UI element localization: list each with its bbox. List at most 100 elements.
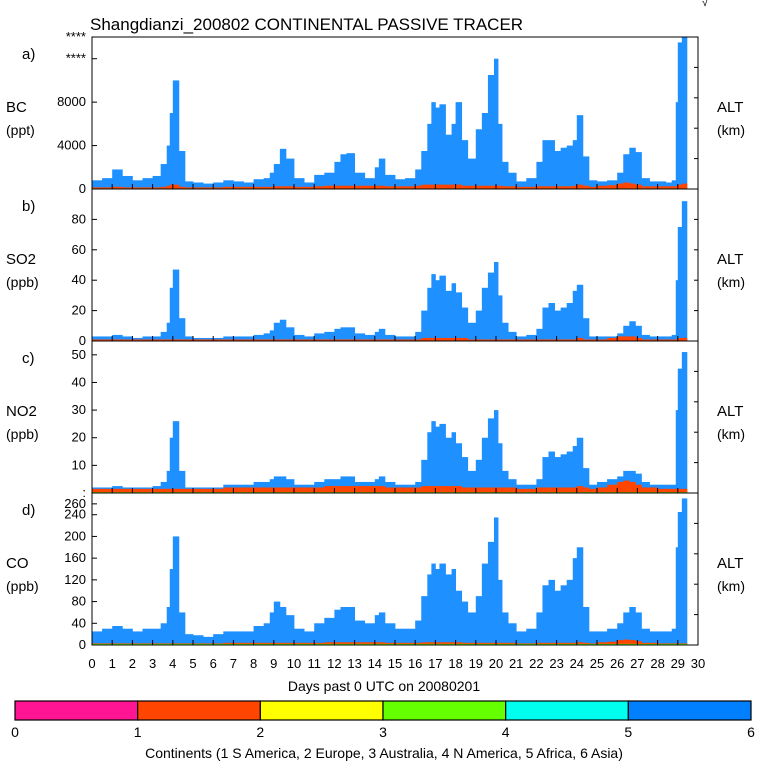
bar-co-0-25 — [294, 629, 305, 645]
bar-bc-0-31 — [347, 153, 355, 189]
bar-so2-0-47 — [456, 292, 462, 341]
bar-co-0-37 — [395, 629, 406, 645]
bar-bc-0-51 — [482, 113, 488, 189]
bar-co-0-11 — [179, 612, 185, 645]
bar-bc-0-44 — [439, 104, 445, 189]
colorbar-tick-label: 4 — [502, 724, 510, 740]
x-tick-label: 9 — [270, 656, 277, 671]
bar-so2-0-54 — [498, 295, 502, 341]
bar-bc-1-81 — [678, 185, 682, 189]
x-tick-label: 5 — [189, 656, 196, 671]
bar-co-0-7 — [161, 623, 167, 645]
bar-co-0-47 — [456, 591, 462, 645]
bar-no2-0-54 — [498, 443, 502, 493]
colorbar-tick-label: 5 — [624, 724, 632, 740]
bar-so2-0-81 — [678, 227, 682, 341]
bar-co-0-27 — [314, 623, 325, 645]
bar-so2-0-44 — [439, 276, 445, 341]
bar-co-0-20 — [264, 623, 270, 645]
bar-co-0-31 — [347, 607, 355, 645]
bar-bc-0-45 — [446, 135, 452, 189]
bar-co-0-45 — [446, 574, 452, 645]
x-tick-label: 27 — [630, 656, 644, 671]
bar-co-0-49 — [468, 612, 476, 645]
bar-bc-0-53 — [494, 59, 498, 189]
bar-no2-1-71 — [617, 482, 623, 493]
bar-bc-0-62 — [555, 151, 561, 189]
bar-no2-1-44 — [439, 486, 445, 493]
bar-bc-0-65 — [573, 140, 577, 189]
bar-no2-1-29 — [334, 486, 340, 493]
bar-so2-0-63 — [561, 308, 567, 341]
bar-co-0-75 — [641, 629, 649, 645]
bar-so2-0-23 — [280, 320, 286, 341]
y-tick-label: 0 — [79, 181, 86, 196]
bar-no2-0-52 — [488, 418, 494, 493]
x-tick-label: 6 — [210, 656, 217, 671]
bar-co-0-5 — [143, 629, 154, 645]
bar-bc-0-9 — [170, 113, 173, 189]
bar-co-0-73 — [629, 607, 635, 645]
x-tick-label: 25 — [590, 656, 604, 671]
x-tick-label: 11 — [307, 656, 321, 671]
chart-title: Shangdianzi_200802 CONTINENTAL PASSIVE T… — [90, 15, 523, 34]
bar-co-0-32 — [355, 621, 366, 645]
y-tick-label: 0 — [79, 333, 86, 348]
x-tick-label: 12 — [327, 656, 341, 671]
x-tick-label: 4 — [169, 656, 176, 671]
bar-so2-0-40 — [421, 311, 427, 341]
x-tick-label: 28 — [650, 656, 664, 671]
bar-co-0-74 — [635, 612, 641, 645]
bar-co-0-23 — [280, 607, 286, 645]
bar-bc-0-3 — [122, 176, 133, 189]
bar-bc-0-52 — [488, 75, 494, 189]
bar-bc-0-6 — [153, 176, 161, 189]
bar-so2-1-72 — [623, 336, 629, 341]
colorbar-segment — [260, 701, 383, 720]
bar-co-0-62 — [555, 591, 561, 645]
x-axis-label: Days past 0 UTC on 20080201 — [288, 678, 480, 694]
bar-bc-0-40 — [421, 151, 427, 189]
bar-so2-0-51 — [482, 288, 488, 341]
y-tick-label: 200 — [64, 528, 86, 543]
bar-co-0-53 — [494, 517, 498, 645]
bar-no2-1-28 — [324, 486, 335, 493]
bar-bc-0-54 — [498, 124, 502, 189]
bar-bc-0-47 — [456, 102, 462, 189]
bar-no2-1-73 — [629, 482, 635, 493]
species-label: BC — [6, 99, 27, 116]
bar-no2-1-34 — [375, 486, 379, 493]
x-tick-label: 0 — [88, 656, 95, 671]
bar-co-0-81 — [678, 512, 682, 645]
y-tick-label: 120 — [64, 572, 86, 587]
bar-no2-1-30 — [340, 486, 346, 493]
panel-frame — [92, 341, 698, 493]
bar-no2-0-53 — [494, 410, 498, 493]
bar-no2-1-31 — [347, 486, 355, 493]
bar-bc-1-45 — [446, 185, 452, 189]
x-tick-label: 8 — [250, 656, 257, 671]
bar-co-0-65 — [573, 558, 577, 645]
bar-co-0-54 — [498, 580, 502, 645]
bar-no2-0-81 — [678, 369, 682, 493]
bar-bc-0-64 — [567, 146, 573, 189]
bar-co-0-28 — [324, 618, 335, 645]
bar-co-0-42 — [431, 564, 435, 645]
bar-co-0-19 — [254, 626, 265, 645]
bar-no2-0-66 — [577, 438, 583, 493]
bar-co-0-9 — [170, 569, 173, 645]
bar-co-0-77 — [658, 631, 666, 645]
corner-mark: √ — [702, 0, 709, 9]
bar-co-0-82 — [682, 498, 687, 645]
bar-co-0-64 — [567, 580, 573, 645]
bar-no2-1-40 — [421, 486, 427, 493]
bar-co-0-39 — [415, 621, 421, 645]
bar-so2-0-22 — [274, 323, 280, 341]
bar-so2-0-41 — [427, 288, 431, 341]
bar-so2-0-64 — [567, 303, 573, 341]
colorbar-segment — [628, 701, 751, 720]
bar-so2-0-61 — [549, 303, 555, 341]
x-tick-label: 17 — [428, 656, 442, 671]
bar-bc-0-66 — [577, 115, 583, 189]
panels: 040008000********a)BC(ppt)ALT(km)0204060… — [6, 26, 745, 652]
